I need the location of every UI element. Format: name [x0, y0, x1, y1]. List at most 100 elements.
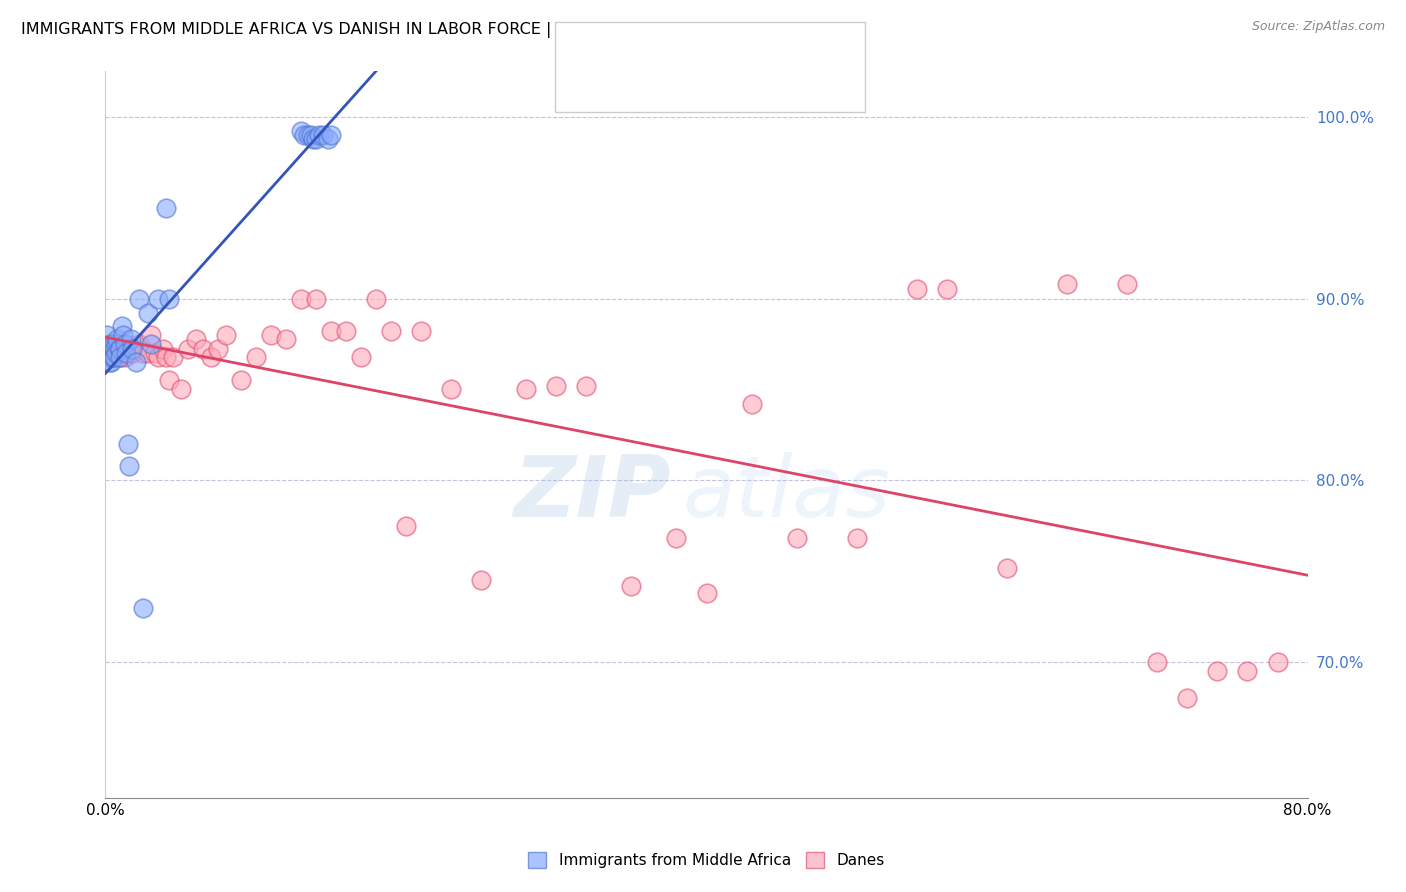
Point — [132, 346, 155, 360]
Point — [124, 343, 146, 357]
Point — [364, 292, 387, 306]
Point — [1236, 664, 1258, 678]
Point — [274, 332, 297, 346]
Point — [104, 350, 127, 364]
Point — [111, 346, 134, 360]
Point — [101, 337, 124, 351]
Point — [155, 350, 177, 364]
Point — [112, 327, 135, 342]
Point — [575, 378, 598, 392]
Text: atlas: atlas — [682, 451, 890, 534]
Point — [98, 337, 121, 351]
Point — [380, 324, 402, 338]
Point — [696, 586, 718, 600]
Point — [786, 532, 808, 546]
Point — [120, 332, 142, 346]
Point — [191, 343, 214, 357]
Point — [316, 131, 339, 145]
Point — [290, 124, 312, 138]
Text: IMMIGRANTS FROM MIDDLE AFRICA VS DANISH IN LABOR FORCE | AGE 35-44 CORRELATION C: IMMIGRANTS FROM MIDDLE AFRICA VS DANISH … — [21, 22, 820, 38]
Point — [103, 346, 125, 360]
Point — [905, 282, 928, 296]
Point — [115, 346, 138, 360]
Point — [107, 343, 129, 357]
Point — [546, 378, 568, 392]
Point — [260, 327, 283, 342]
Point — [1116, 277, 1139, 291]
Point — [107, 332, 129, 346]
Text: R = 0.485   N = 69: R = 0.485 N = 69 — [591, 82, 747, 96]
Point — [108, 350, 131, 364]
Text: ●: ● — [569, 37, 586, 57]
Point — [114, 350, 136, 364]
Point — [139, 337, 162, 351]
Point — [114, 337, 136, 351]
Point — [103, 343, 125, 357]
Point — [118, 458, 141, 473]
Point — [139, 327, 162, 342]
Point — [121, 343, 143, 357]
Point — [146, 350, 169, 364]
Point — [319, 324, 342, 338]
Point — [100, 350, 122, 364]
Text: ●: ● — [569, 79, 586, 99]
Point — [124, 355, 146, 369]
Point — [97, 343, 120, 357]
Point — [97, 350, 120, 364]
Point — [117, 343, 139, 357]
Point — [100, 343, 122, 357]
Point — [98, 346, 121, 360]
Point — [207, 343, 229, 357]
Point — [110, 350, 132, 364]
Point — [290, 292, 312, 306]
Point — [245, 350, 267, 364]
Point — [104, 346, 127, 360]
Point — [214, 327, 236, 342]
Point — [350, 350, 373, 364]
Point — [118, 346, 141, 360]
Point — [1146, 655, 1168, 669]
Point — [845, 532, 868, 546]
Point — [169, 383, 191, 397]
Point — [305, 292, 328, 306]
Point — [100, 355, 122, 369]
Point — [157, 373, 180, 387]
Point — [515, 383, 537, 397]
Point — [1175, 691, 1198, 706]
Point — [104, 337, 127, 351]
Point — [312, 128, 335, 142]
Point — [292, 128, 315, 142]
Point — [110, 343, 132, 357]
Point — [301, 131, 323, 145]
Text: ZIP: ZIP — [513, 451, 671, 534]
Point — [440, 383, 463, 397]
Point — [177, 343, 200, 357]
Point — [132, 600, 155, 615]
Point — [162, 350, 184, 364]
Point — [108, 343, 131, 357]
Text: Source: ZipAtlas.com: Source: ZipAtlas.com — [1251, 20, 1385, 33]
Point — [98, 355, 121, 369]
Legend: Immigrants from Middle Africa, Danes: Immigrants from Middle Africa, Danes — [522, 847, 891, 874]
Point — [121, 346, 143, 360]
Point — [620, 579, 643, 593]
Point — [229, 373, 252, 387]
Point — [103, 350, 125, 364]
Point — [117, 437, 139, 451]
Point — [96, 327, 118, 342]
Point — [143, 346, 166, 360]
Point — [157, 292, 180, 306]
Point — [936, 282, 959, 296]
Point — [741, 397, 763, 411]
Point — [136, 306, 159, 320]
Point — [136, 346, 159, 360]
Point — [152, 343, 174, 357]
Point — [96, 350, 118, 364]
Point — [110, 350, 132, 364]
Point — [995, 560, 1018, 574]
Point — [1056, 277, 1078, 291]
Point — [305, 131, 328, 145]
Point — [128, 292, 150, 306]
Point — [395, 518, 418, 533]
Point — [96, 346, 118, 360]
